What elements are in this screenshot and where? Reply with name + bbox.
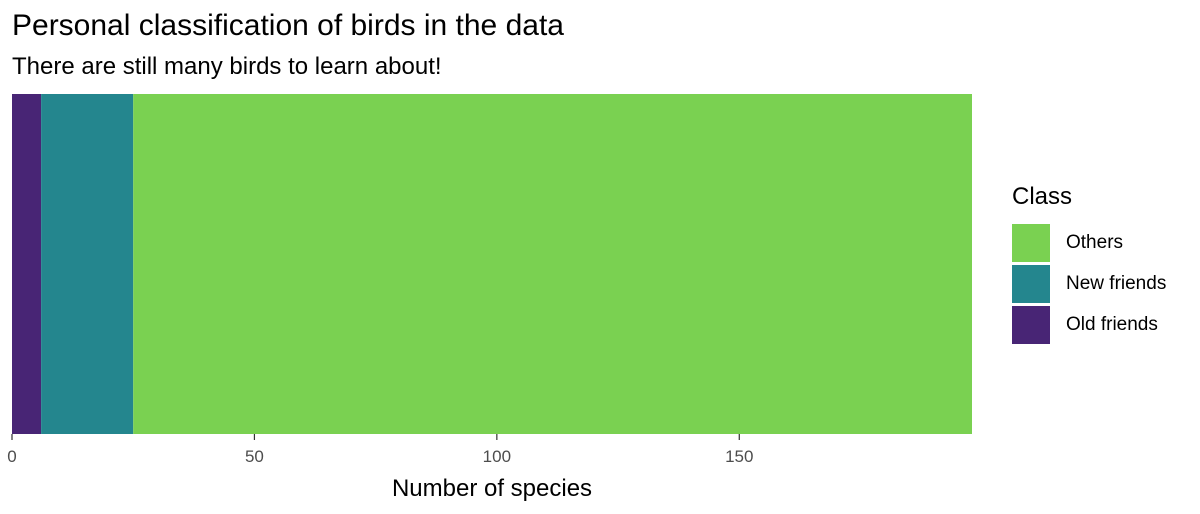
legend-swatch-new-friends — [1012, 264, 1050, 303]
legend-label-new-friends: New friends — [1066, 272, 1167, 294]
x-tick-label: 0 — [7, 447, 16, 466]
chart-subtitle: There are still many birds to learn abou… — [12, 53, 442, 80]
legend-title: Class — [1012, 183, 1073, 210]
legend-item-others: Others — [1012, 222, 1166, 263]
bar-segment-new-friends — [41, 94, 134, 434]
x-axis-title: Number of species — [392, 475, 592, 502]
legend-item-new-friends: New friends — [1012, 263, 1166, 304]
legend-label-others: Others — [1066, 231, 1124, 253]
x-tick-label: 150 — [725, 447, 753, 466]
x-axis: 0 50 100 150 — [7, 434, 753, 466]
legend-label-old-friends: Old friends — [1066, 313, 1158, 335]
x-tick-label: 100 — [483, 447, 511, 466]
chart-title: Personal classification of birds in the … — [12, 9, 564, 42]
x-tick-label: 50 — [245, 447, 264, 466]
legend-swatch-others — [1012, 223, 1050, 262]
stacked-bar — [12, 94, 972, 434]
bar-segment-old-friends — [12, 94, 42, 434]
bar-segment-others — [133, 94, 972, 434]
legend-item-old-friends: Old friends — [1012, 304, 1166, 345]
legend-swatch-old-friends — [1012, 305, 1050, 344]
legend: Class Others New friends Old friends — [1012, 182, 1166, 345]
